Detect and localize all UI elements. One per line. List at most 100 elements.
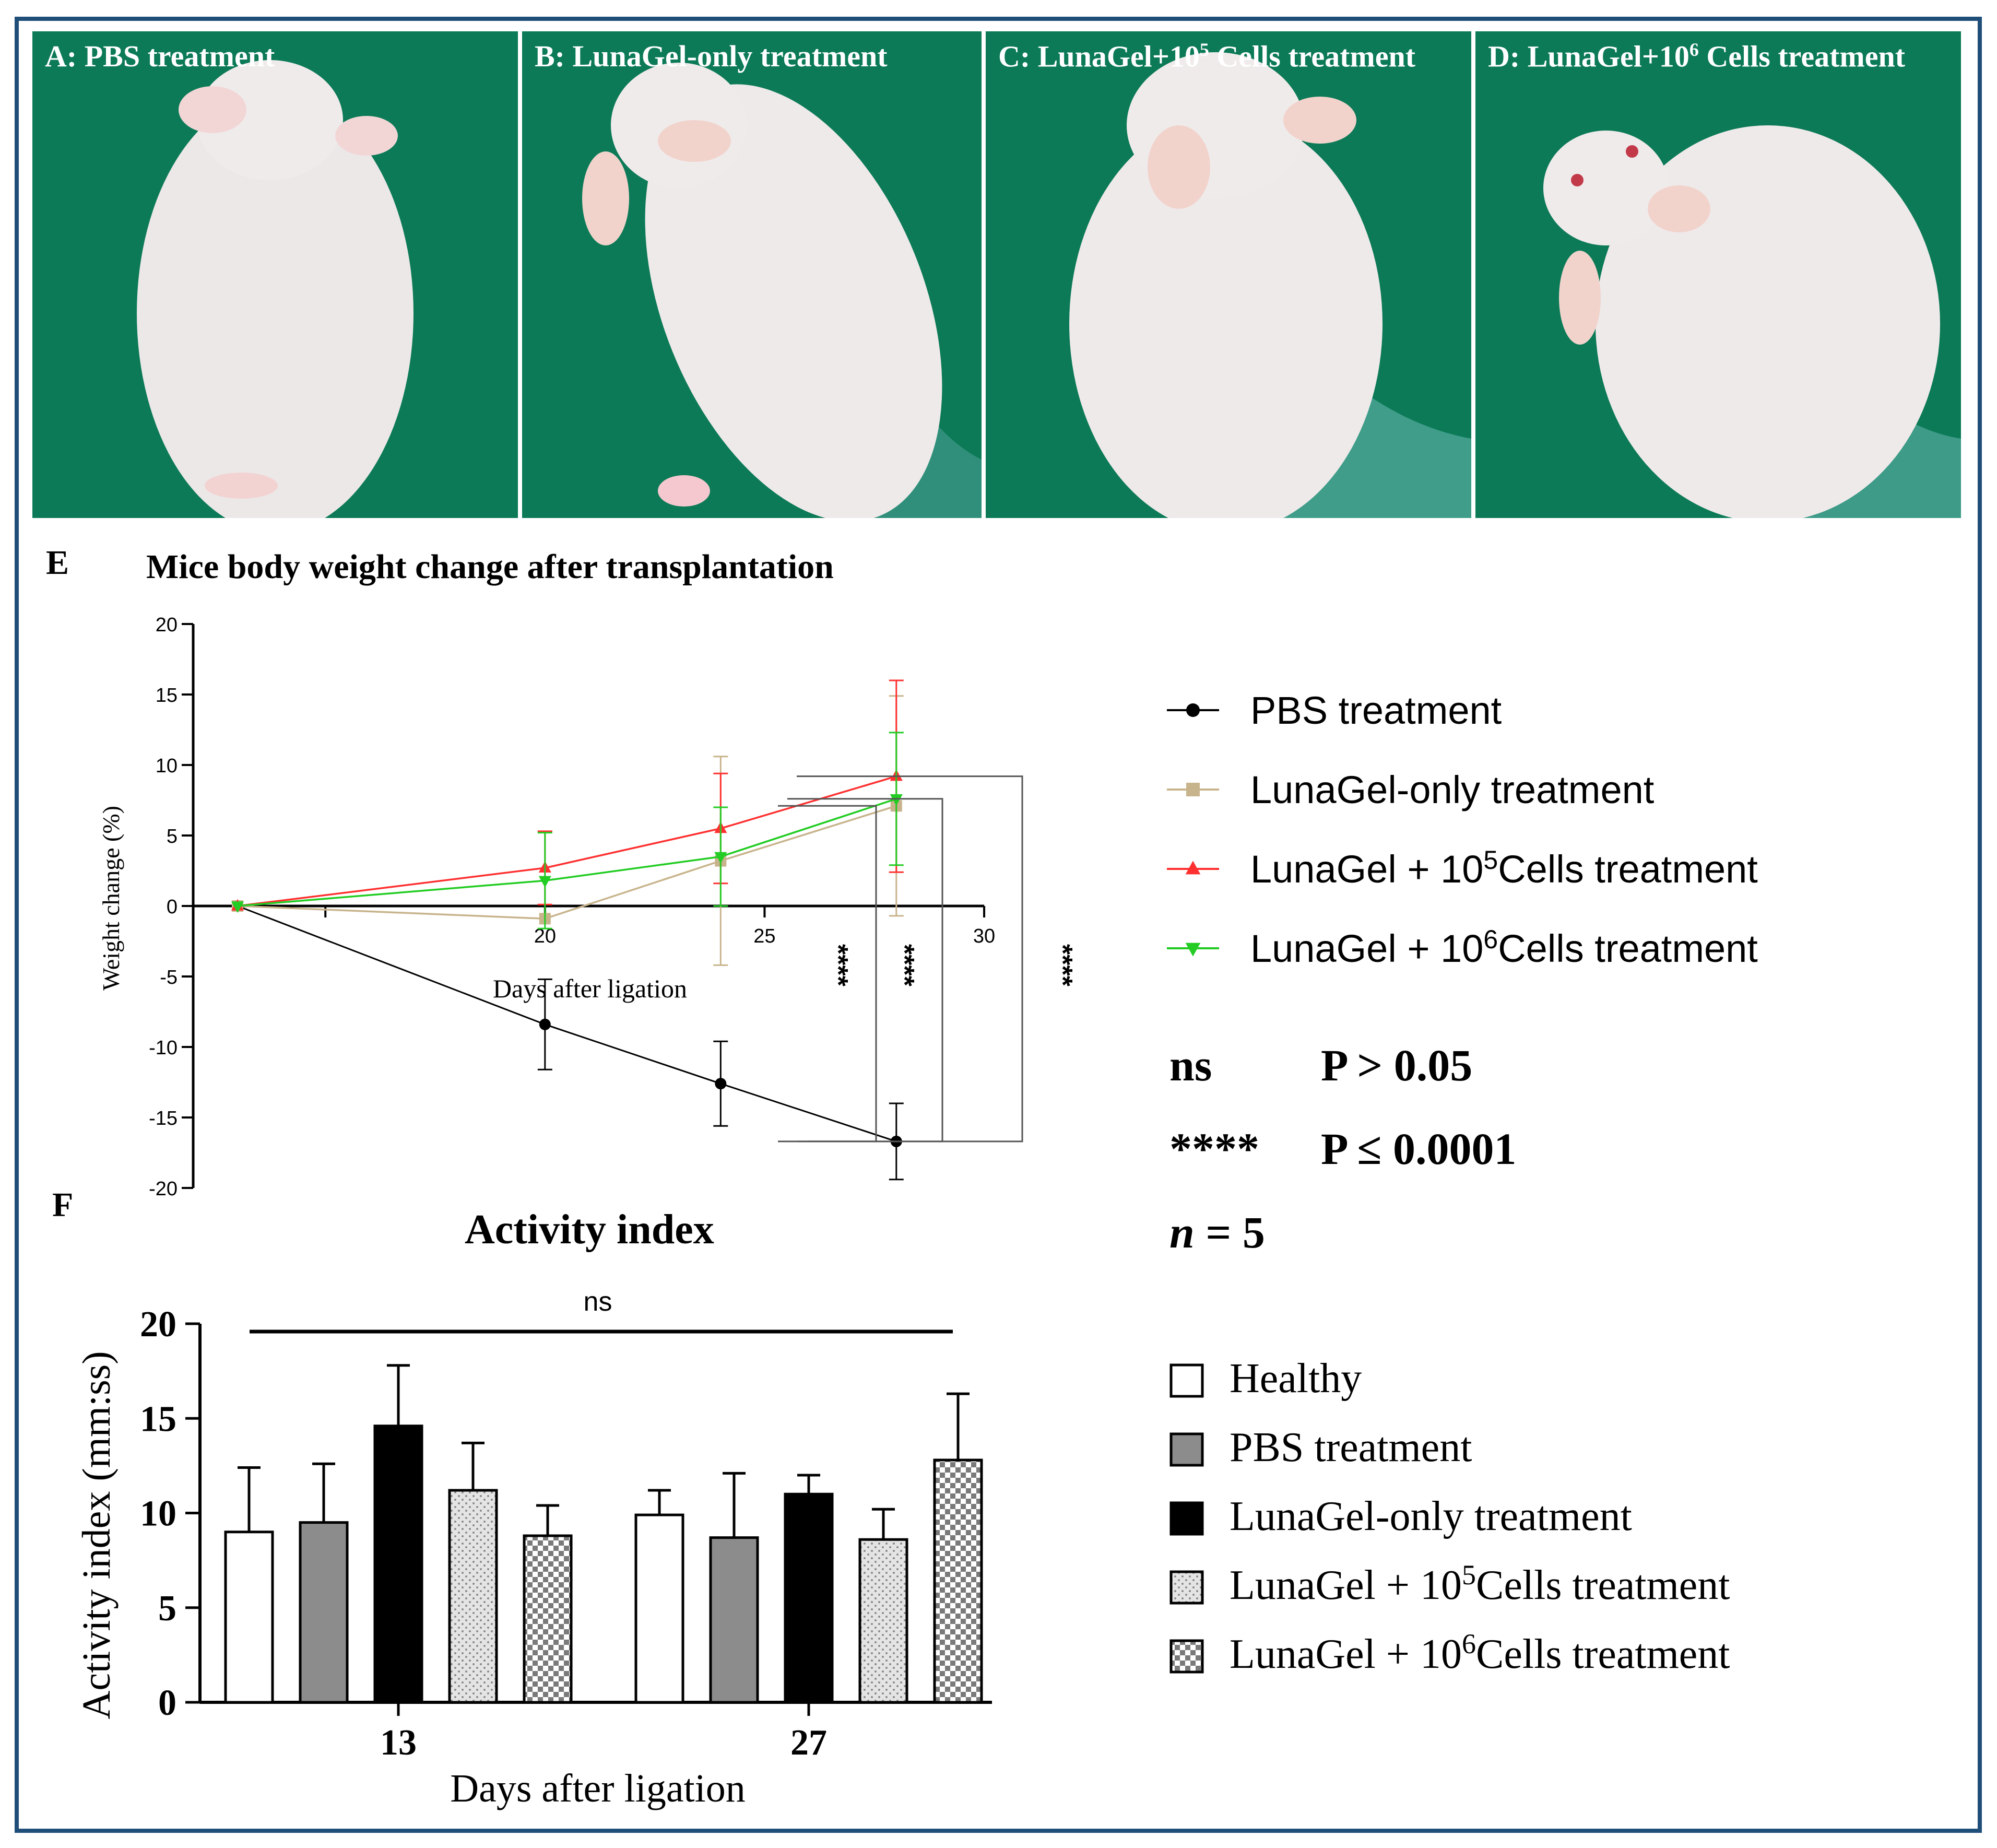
f-bar-group (448, 1441, 498, 1704)
f-bar-group (224, 1466, 274, 1704)
e-legend: PBS treatment LunaGel-only treatment LunaG… (1167, 689, 1758, 970)
e-legend-label: LunaGel + 106Cells treatment (1250, 925, 1758, 970)
mouse-photo-c (986, 31, 1471, 518)
f-legend-item: LunaGel-only treatment (1169, 1493, 1632, 1539)
photo-label-a: A: PBS treatment (45, 39, 275, 73)
e-y-tick-label: -20 (149, 1178, 178, 1200)
f-legend-swatch (1169, 1501, 1204, 1536)
f-bar-group (634, 1489, 684, 1704)
f-y-tick-label: 15 (140, 1399, 176, 1439)
sig-star-symbol: **** (1169, 1124, 1259, 1174)
f-bar (523, 1534, 573, 1704)
f-legend-swatch (1169, 1363, 1204, 1398)
f-legend-swatch (1169, 1639, 1204, 1674)
f-legend-item: LunaGel + 106Cells treatment (1169, 1628, 1730, 1677)
f-legend-item: LunaGel + 105Cells treatment (1169, 1559, 1730, 1608)
f-legend-item: PBS treatment (1169, 1425, 1472, 1470)
chart-title-e: Mice body weight change after transplant… (146, 548, 834, 586)
e-series-2 (231, 679, 904, 911)
f-x-tick-label: 27 (790, 1723, 827, 1763)
e-legend-item: LunaGel-only treatment (1167, 768, 1655, 811)
e-point (1185, 861, 1201, 875)
f-bar (933, 1458, 983, 1704)
e-point (1186, 783, 1200, 796)
e-legend-label: LunaGel-only treatment (1250, 768, 1655, 811)
chart-title-f: Activity index (465, 1207, 714, 1253)
f-y-axis-label: Activity index (mm:ss) (75, 1351, 119, 1719)
f-legend-label: LunaGel + 106Cells treatment (1230, 1628, 1730, 1677)
f-bar (784, 1492, 834, 1704)
f-bar-group (858, 1508, 908, 1704)
photo-panel-c: C: LunaGel+105 Cells treatment (986, 31, 1471, 518)
sig-star-text: P ≤ 0.0001 (1321, 1124, 1517, 1174)
panel-letter-f: F (52, 1186, 74, 1224)
f-legend-label: LunaGel + 105Cells treatment (1230, 1559, 1730, 1608)
f-legend-swatch (1169, 1570, 1204, 1605)
e-y-tick-label: -10 (149, 1037, 178, 1059)
e-point (539, 1018, 551, 1030)
e-series-0 (232, 900, 904, 1181)
e-y-tick-label: -5 (160, 967, 178, 988)
e-y-tick-label: 15 (156, 685, 178, 707)
e-series-line (237, 805, 897, 920)
e-significance-stars: **** (1047, 944, 1078, 987)
f-y-tick-label: 5 (158, 1588, 176, 1629)
f-legend-label: LunaGel-only treatment (1230, 1493, 1632, 1539)
e-legend-item: LunaGel + 106Cells treatment (1167, 925, 1758, 970)
f-bar (634, 1513, 684, 1704)
e-y-tick-label: 0 (167, 896, 178, 918)
mouse-photo-b (522, 31, 982, 518)
e-y-tick-label: 5 (167, 826, 178, 848)
e-series-1 (232, 695, 904, 966)
f-bar-group (933, 1392, 983, 1704)
e-series-3 (231, 732, 904, 929)
e-point (714, 852, 727, 864)
f-legend-label: PBS treatment (1230, 1425, 1472, 1470)
e-legend-item: PBS treatment (1167, 689, 1502, 732)
f-legend-item: Healthy (1169, 1356, 1362, 1402)
e-legend-item: LunaGel + 105Cells treatment (1167, 845, 1758, 891)
e-point (538, 876, 551, 888)
e-y-tick-label: 20 (156, 614, 178, 636)
e-y-axis-label: Weight change (%) (98, 806, 124, 991)
photo-panel-b: B: LunaGel-only treatment (522, 31, 982, 518)
f-bar-group (299, 1462, 349, 1704)
f-axes: 0 5 10 15 20 13 27 (140, 1304, 992, 1763)
e-point (715, 1078, 727, 1090)
f-x-tick-label: 13 (380, 1723, 417, 1763)
figure-frame (15, 17, 1982, 1833)
f-bar-group (373, 1364, 423, 1704)
e-point (1186, 703, 1200, 717)
activity-index-chart: 0 5 10 15 20 13 27 Days after ligation Activit… (75, 1287, 1730, 1810)
e-y-tick-label: -15 (149, 1108, 178, 1129)
e-x-tick-label: 25 (753, 925, 775, 947)
e-point (1185, 943, 1201, 957)
photo-label-d: D: LunaGel+106 Cells treatment (1488, 39, 1906, 74)
f-bar (373, 1425, 423, 1704)
f-y-tick-label: 20 (140, 1304, 176, 1345)
e-series-line (237, 905, 897, 1143)
f-bar-group (709, 1472, 759, 1704)
e-series-line (237, 775, 897, 907)
e-y-tick-label: 10 (156, 755, 178, 777)
f-ns-annotation: ns (584, 1287, 612, 1317)
photo-label-c: C: LunaGel+105 Cells treatment (998, 39, 1416, 74)
f-bar-group (523, 1504, 573, 1704)
mouse-photo-a (32, 31, 518, 518)
f-legend-label: Healthy (1230, 1356, 1362, 1402)
e-point (890, 794, 903, 806)
photo-panel-d: D: LunaGel+106 Cells treatment (1475, 31, 1961, 518)
f-bar (224, 1531, 274, 1704)
e-bracket (797, 775, 1023, 1143)
e-x-axis-label: Days after ligation (493, 974, 687, 1003)
sig-ns-symbol: ns (1169, 1040, 1212, 1090)
mouse-photo-d (1475, 31, 1961, 518)
f-legend: Healthy PBS treatment LunaGel-only treatme… (1169, 1356, 1730, 1677)
e-x-tick-label: 30 (973, 925, 995, 947)
sig-ns-text: P > 0.05 (1321, 1040, 1473, 1090)
sig-n: n = 5 (1169, 1207, 1265, 1257)
e-brackets: **** **** **** (778, 775, 1078, 1143)
f-y-tick-label: 0 (158, 1683, 176, 1723)
